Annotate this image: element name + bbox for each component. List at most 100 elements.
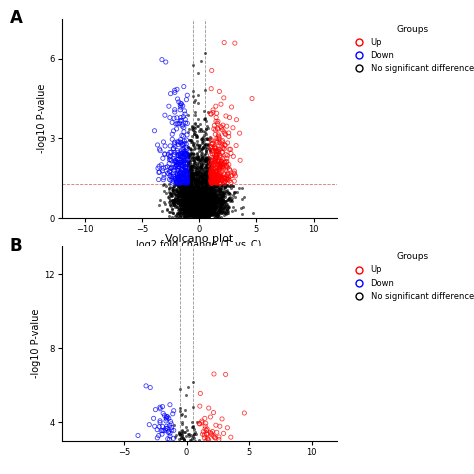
Point xyxy=(207,195,214,202)
Point xyxy=(211,145,219,153)
Point xyxy=(185,193,192,201)
Point xyxy=(171,197,179,205)
Point xyxy=(173,176,181,184)
Point xyxy=(194,144,201,152)
Point xyxy=(187,208,194,216)
Point xyxy=(211,186,219,194)
Point xyxy=(171,157,179,164)
Point xyxy=(183,189,191,196)
Point xyxy=(195,193,202,201)
Point xyxy=(208,189,215,197)
Point xyxy=(220,186,228,193)
Point xyxy=(182,198,189,205)
Point xyxy=(203,167,211,175)
Point xyxy=(174,196,182,203)
Point xyxy=(181,176,189,183)
Point xyxy=(185,431,193,438)
Point xyxy=(200,177,208,185)
Point xyxy=(188,187,195,195)
Point xyxy=(188,170,195,177)
Point xyxy=(194,210,201,218)
Point xyxy=(212,199,220,207)
Point xyxy=(221,174,229,182)
Point xyxy=(189,210,196,217)
Point xyxy=(192,168,200,175)
Point xyxy=(202,155,210,162)
Point xyxy=(196,211,204,219)
Point xyxy=(195,199,203,207)
Point xyxy=(203,203,210,211)
Point xyxy=(185,175,193,183)
Point xyxy=(203,188,211,195)
Point xyxy=(194,91,201,99)
Point xyxy=(192,208,200,216)
Point xyxy=(181,180,188,188)
Point xyxy=(197,201,205,208)
Point xyxy=(207,158,214,165)
Point xyxy=(215,174,222,182)
Point xyxy=(204,180,211,188)
Point xyxy=(189,199,197,206)
Point xyxy=(180,182,188,189)
Point xyxy=(207,173,215,181)
Point xyxy=(184,178,191,185)
Point xyxy=(213,209,221,217)
Point xyxy=(187,201,194,208)
Point xyxy=(216,196,223,203)
Point xyxy=(212,102,219,110)
Point xyxy=(202,157,210,164)
Point xyxy=(208,67,216,74)
Point xyxy=(176,210,183,217)
Point xyxy=(185,200,193,208)
Point xyxy=(221,183,229,191)
Point xyxy=(199,209,206,216)
Point xyxy=(194,206,202,214)
Point xyxy=(199,212,207,219)
Point xyxy=(182,204,190,211)
Point xyxy=(183,188,191,195)
Point xyxy=(202,155,210,162)
Point xyxy=(194,168,202,176)
Point xyxy=(172,157,179,164)
Point xyxy=(196,211,203,219)
Point xyxy=(194,187,202,194)
Point xyxy=(205,200,213,207)
Point xyxy=(215,174,222,182)
Point xyxy=(181,181,188,188)
Point xyxy=(200,198,207,205)
Point xyxy=(204,211,211,219)
Point xyxy=(180,146,188,153)
Point xyxy=(199,210,206,217)
Point xyxy=(193,209,201,217)
Point xyxy=(189,200,196,207)
Point xyxy=(176,191,183,199)
Point xyxy=(223,210,230,218)
Point xyxy=(191,170,199,177)
Point xyxy=(185,206,193,214)
Point xyxy=(212,180,219,188)
Point xyxy=(196,186,204,194)
Point xyxy=(194,153,202,160)
Point xyxy=(198,173,205,180)
Point xyxy=(177,192,185,200)
Point xyxy=(180,186,188,194)
Point xyxy=(178,432,185,439)
Point xyxy=(212,194,219,201)
Point xyxy=(215,157,223,165)
Point xyxy=(198,188,205,195)
Point xyxy=(201,211,209,219)
Point xyxy=(197,161,205,168)
Point xyxy=(190,213,197,221)
Point xyxy=(202,125,210,133)
Point xyxy=(191,202,199,210)
Point xyxy=(209,168,216,176)
Point xyxy=(195,192,203,200)
Point xyxy=(203,207,210,214)
Point xyxy=(184,202,191,210)
Point xyxy=(199,204,207,211)
Point xyxy=(192,188,200,195)
Point xyxy=(182,193,189,201)
Point xyxy=(199,194,207,202)
Point xyxy=(185,197,192,205)
Point xyxy=(201,202,209,210)
